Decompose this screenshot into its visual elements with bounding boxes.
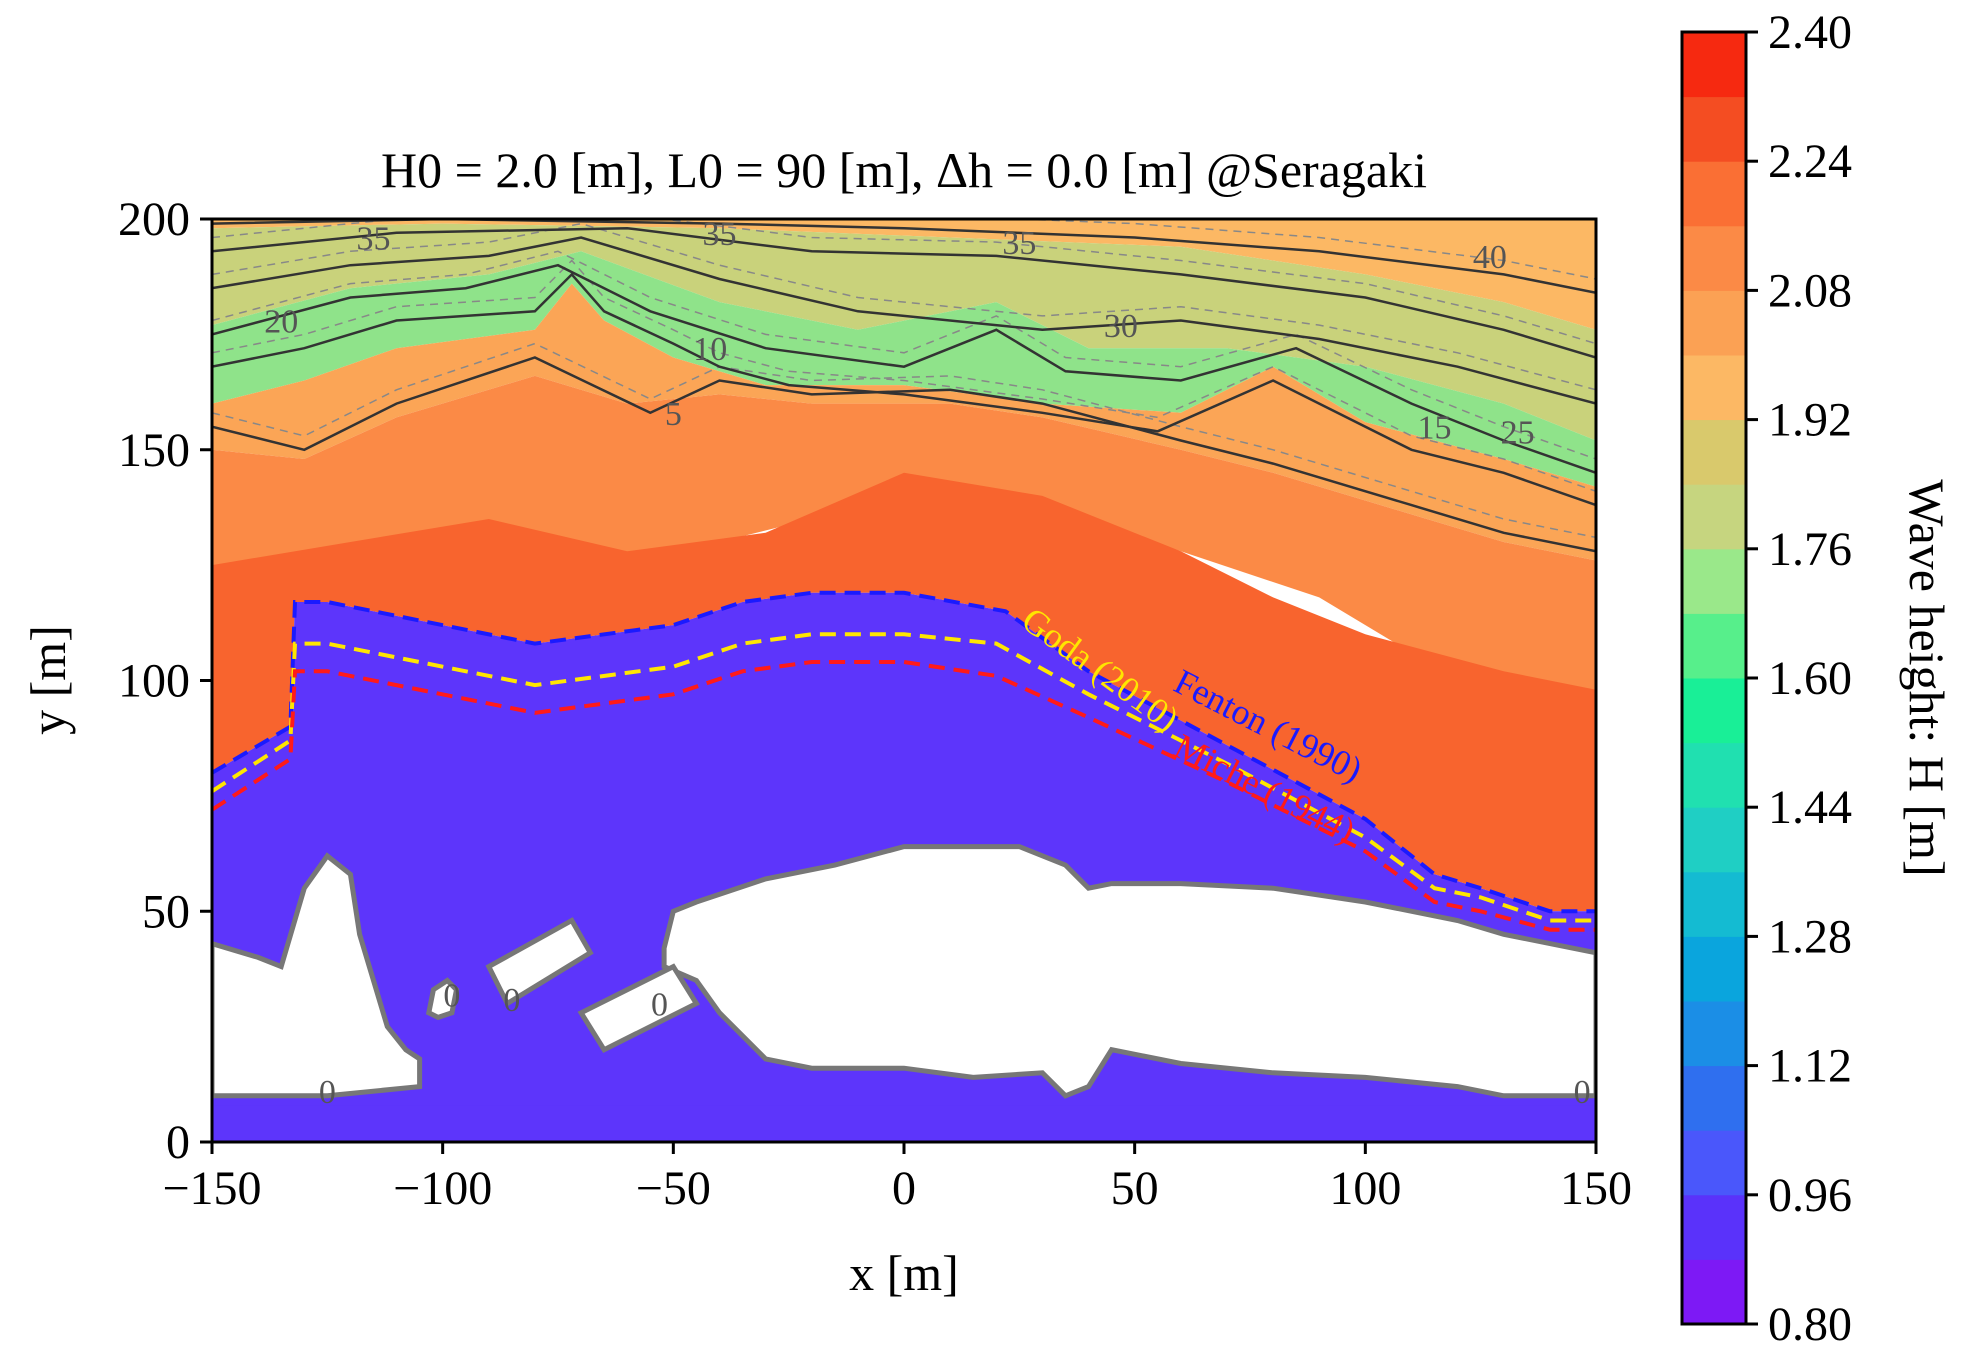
colorbar-tick-label: 1.92 bbox=[1768, 394, 1852, 447]
colorbar-band bbox=[1682, 1194, 1746, 1260]
contour-label: 35 bbox=[356, 220, 390, 257]
colorbar-tick-label: 0.80 bbox=[1768, 1298, 1852, 1351]
depth-contour-minor bbox=[212, 219, 1596, 345]
x-tick-label: −100 bbox=[393, 1162, 492, 1215]
band-red-orange bbox=[212, 472, 1596, 912]
breaking-line bbox=[212, 590, 1596, 914]
y-axis-label: y [m] bbox=[20, 625, 76, 735]
land-mass-main bbox=[661, 844, 1596, 1099]
chart-title: H0 = 2.0 [m], L0 = 90 [m], Δh = 0.0 [m] … bbox=[381, 142, 1427, 198]
colorbar-band bbox=[1682, 1001, 1746, 1067]
colorbar: 0.80 0.96 1.12 1.28 1.44 1.60 1.76 1.92 2.08 2.24… bbox=[1680, 6, 1955, 1351]
colorbar-tick-label: 1.76 bbox=[1768, 523, 1852, 576]
x-tick-label: 0 bbox=[892, 1162, 916, 1215]
x-tick-label: −150 bbox=[162, 1162, 261, 1215]
colorbar-band bbox=[1682, 1130, 1746, 1196]
colorbar-tick-label: 1.28 bbox=[1768, 910, 1852, 963]
x-tick-label: 50 bbox=[1111, 1162, 1159, 1215]
colorbar-band bbox=[1682, 96, 1746, 162]
colorbar-tick-label: 0.96 bbox=[1768, 1169, 1852, 1222]
colorbar-ticks: 0.80 0.96 1.12 1.28 1.44 1.60 1.76 1.92 2.08 2.24… bbox=[1746, 6, 1852, 1351]
x-tick-label: 100 bbox=[1329, 1162, 1401, 1215]
x-axis-ticks: −150 −100 −50 0 50 100 150 bbox=[162, 1142, 1632, 1215]
contour-label: 15 bbox=[1418, 410, 1452, 447]
colorbar-band bbox=[1682, 484, 1746, 550]
depth-contour-minor bbox=[1000, 219, 1596, 280]
colorbar-tick-label: 1.44 bbox=[1768, 781, 1852, 834]
contour-label: 20 bbox=[264, 304, 298, 341]
colorbar-band bbox=[1682, 161, 1746, 227]
colorbar-band bbox=[1682, 225, 1746, 291]
band-light-orange bbox=[212, 283, 1596, 561]
contour-labels: 35 35 35 40 30 20 10 5 15 25 0 0 0 0 0 bbox=[264, 216, 1591, 1111]
contour-label: 0 bbox=[651, 987, 668, 1024]
colorbar-band bbox=[1682, 613, 1746, 679]
colorbar-tick-label: 2.24 bbox=[1768, 135, 1852, 188]
islet-rect-2 bbox=[577, 963, 700, 1053]
depth-contour-minor bbox=[212, 259, 1596, 493]
contour-label: 35 bbox=[702, 216, 736, 253]
depth-contour-10 bbox=[212, 272, 1596, 507]
contour-label: 40 bbox=[1473, 239, 1507, 276]
y-tick-label: 50 bbox=[142, 885, 190, 938]
depth-contour-minor bbox=[212, 222, 1596, 391]
y-tick-label: 200 bbox=[118, 193, 190, 246]
colorbar-band bbox=[1682, 936, 1746, 1002]
colorbar-tick-label: 2.40 bbox=[1768, 6, 1852, 59]
colorbar-bands bbox=[1682, 32, 1746, 1325]
colorbar-label: Wave height: H [m] bbox=[1899, 479, 1955, 876]
contour-label: 25 bbox=[1501, 414, 1535, 451]
islet-small bbox=[425, 977, 460, 1021]
colorbar-tick-label: 1.60 bbox=[1768, 652, 1852, 705]
colorbar-band bbox=[1682, 290, 1746, 356]
band-olive bbox=[212, 223, 1596, 441]
contour-label: 0 bbox=[443, 977, 460, 1014]
colorbar-band bbox=[1682, 1065, 1746, 1131]
contour-label: 10 bbox=[693, 331, 727, 368]
band-orange bbox=[212, 375, 1596, 704]
islet-rect-1 bbox=[485, 917, 594, 1008]
band-lowest bbox=[212, 1105, 1596, 1142]
y-tick-label: 0 bbox=[166, 1116, 190, 1169]
contour-label: 0 bbox=[1574, 1074, 1591, 1111]
colorbar-tick-label: 1.12 bbox=[1768, 1040, 1852, 1093]
colorbar-band bbox=[1682, 678, 1746, 744]
colorbar-band bbox=[1682, 1259, 1746, 1325]
colorbar-band bbox=[1682, 871, 1746, 937]
colorbar-band bbox=[1682, 742, 1746, 808]
contour-label: 30 bbox=[1104, 308, 1138, 345]
depth-contour-minor bbox=[212, 342, 1596, 539]
colorbar-band bbox=[1682, 32, 1746, 98]
depth-contour-20 bbox=[212, 236, 1596, 405]
contour-label: 35 bbox=[1002, 225, 1036, 262]
x-tick-label: −50 bbox=[636, 1162, 711, 1215]
colorbar-band bbox=[1682, 548, 1746, 614]
x-axis-label: x [m] bbox=[849, 1245, 959, 1301]
land-mass-left bbox=[212, 852, 423, 1099]
breaking-line bbox=[212, 660, 1596, 932]
contour-label: 5 bbox=[665, 396, 682, 433]
x-tick-label: 150 bbox=[1560, 1162, 1632, 1215]
breaking-lines bbox=[212, 590, 1596, 932]
band-green bbox=[212, 251, 1596, 487]
colorbar-tick-label: 2.08 bbox=[1768, 264, 1852, 317]
colorbar-band bbox=[1682, 807, 1746, 873]
colorbar-band bbox=[1682, 355, 1746, 421]
contour-label: 0 bbox=[503, 982, 520, 1019]
y-tick-label: 100 bbox=[118, 655, 190, 708]
contour-label: 0 bbox=[319, 1074, 336, 1111]
y-axis-ticks: 0 50 100 150 200 bbox=[118, 193, 212, 1169]
colorbar-band bbox=[1682, 419, 1746, 485]
depth-contour-15 bbox=[212, 263, 1596, 474]
breaking-line bbox=[212, 632, 1596, 923]
depth-contour-25 bbox=[212, 226, 1596, 359]
y-tick-label: 150 bbox=[118, 424, 190, 477]
